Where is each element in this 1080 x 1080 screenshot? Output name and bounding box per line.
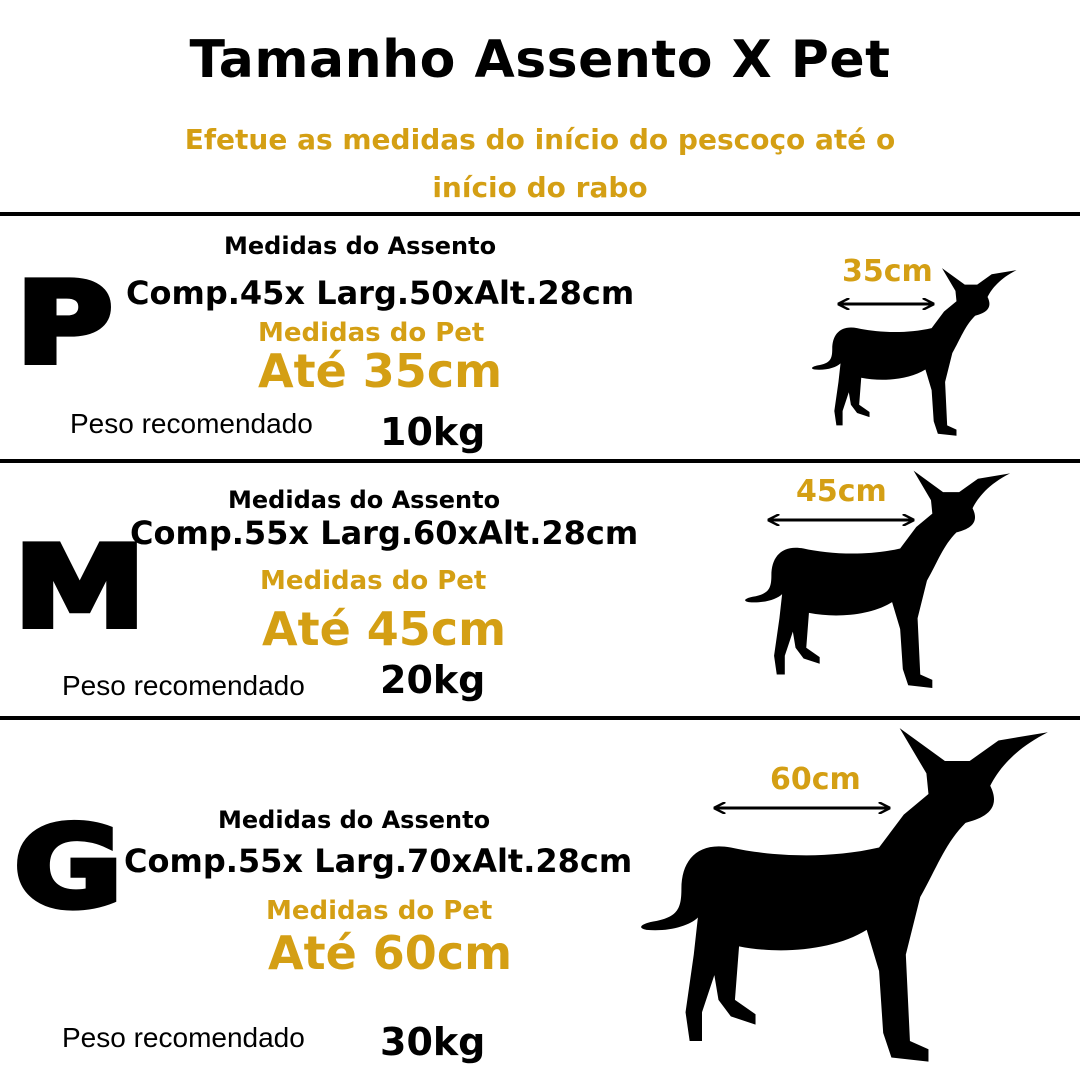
- seat-dimensions: Comp.45x Larg.50xAlt.28cm: [126, 274, 635, 312]
- pet-measures-label: Medidas do Pet: [266, 896, 493, 926]
- divider: [0, 212, 1080, 216]
- divider: [0, 459, 1080, 463]
- measure-arrow-icon: [766, 510, 916, 530]
- seat-measures-label: Medidas do Assento: [228, 486, 501, 514]
- measure-label: 60cm: [770, 762, 861, 797]
- seat-measures-label: Medidas do Assento: [224, 232, 497, 260]
- seat-dimensions: Comp.55x Larg.70xAlt.28cm: [124, 842, 633, 880]
- recommended-weight-label: Peso recomendado: [62, 670, 305, 701]
- measure-label: 45cm: [796, 474, 887, 509]
- pet-max-size: Até 45cm: [262, 602, 507, 656]
- recommended-weight-label: Peso recomendado: [70, 408, 313, 439]
- size-letter: G: [10, 803, 126, 933]
- recommended-weight-value: 30kg: [380, 1020, 486, 1064]
- size-letter: M: [10, 523, 149, 653]
- dog-silhouette-icon: [632, 724, 1052, 1074]
- dog-silhouette-icon: [740, 468, 1012, 696]
- pet-max-size: Até 35cm: [258, 344, 503, 398]
- recommended-weight-value: 20kg: [380, 658, 486, 702]
- measure-arrow-icon: [712, 796, 892, 820]
- pet-measures-label: Medidas do Pet: [258, 318, 485, 348]
- divider: [0, 716, 1080, 720]
- recommended-weight-value: 10kg: [380, 410, 486, 454]
- measure-label: 35cm: [842, 254, 933, 289]
- pet-max-size: Até 60cm: [268, 926, 513, 980]
- seat-measures-label: Medidas do Assento: [218, 806, 491, 834]
- dog-silhouette-icon: [808, 266, 1018, 442]
- page-title: Tamanho Assento X Pet: [189, 30, 891, 90]
- recommended-weight-label: Peso recomendado: [62, 1022, 305, 1053]
- seat-dimensions: Comp.55x Larg.60xAlt.28cm: [130, 514, 639, 552]
- size-letter: P: [12, 259, 116, 389]
- measure-arrow-icon: [836, 294, 936, 314]
- pet-measures-label: Medidas do Pet: [260, 566, 487, 596]
- page-subtitle: Efetue as medidas do início do pescoço a…: [184, 123, 896, 204]
